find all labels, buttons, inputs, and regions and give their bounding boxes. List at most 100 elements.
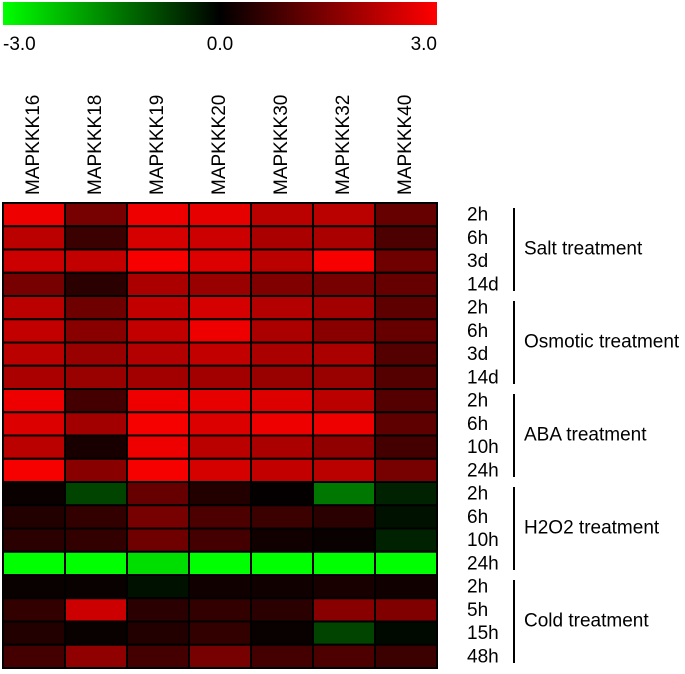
heatmap-cell (374, 341, 438, 367)
heatmap-cell (126, 574, 190, 600)
column-label: MAPKKK20 (209, 95, 230, 195)
heatmap-cell (2, 527, 66, 553)
heatmap-cell (312, 341, 376, 367)
heatmap-cell (126, 597, 190, 623)
heatmap-cell (312, 225, 376, 251)
heatmap-border (2, 202, 438, 669)
heatmap-cell (374, 411, 438, 437)
heatmap-cell (188, 643, 252, 669)
row-label: 3d (467, 251, 488, 272)
heatmap-cell (2, 271, 66, 297)
heatmap-cell (64, 481, 128, 507)
heatmap-cell (188, 550, 252, 576)
column-label: MAPKKK40 (395, 95, 416, 195)
heatmap-cell (312, 434, 376, 460)
heatmap-cell (188, 202, 252, 228)
row-label: 2h (467, 484, 488, 505)
heatmap-cell (126, 388, 190, 414)
column-label: MAPKKK16 (23, 95, 44, 195)
heatmap-cell (250, 295, 314, 321)
heatmap-cell (64, 643, 128, 669)
heatmap-cell (126, 295, 190, 321)
heatmap-cell (188, 318, 252, 344)
heatmap-cell (312, 202, 376, 228)
heatmap-cell (374, 620, 438, 646)
heatmap-cell (188, 597, 252, 623)
heatmap-cell (64, 364, 128, 390)
heatmap-cell (312, 574, 376, 600)
heatmap-cell (250, 248, 314, 274)
heatmap-cell (250, 550, 314, 576)
heatmap-cell (64, 574, 128, 600)
heatmap-cell (312, 597, 376, 623)
heatmap-cell (374, 225, 438, 251)
row-label: 48h (467, 646, 499, 667)
column-label: MAPKKK19 (147, 95, 168, 195)
column-label: MAPKKK32 (333, 95, 354, 195)
heatmap-cell (250, 271, 314, 297)
heatmap-cell (64, 248, 128, 274)
group-label: H2O2 treatment (524, 518, 660, 539)
row-label: 2h (467, 391, 488, 412)
heatmap-cell (126, 271, 190, 297)
heatmap-cell (126, 411, 190, 437)
heatmap-cell (64, 318, 128, 344)
row-label: 3d (467, 344, 488, 365)
heatmap-cell (250, 457, 314, 483)
heatmap-cell (126, 341, 190, 367)
group-label: Salt treatment (524, 239, 643, 260)
group-label: Cold treatment (524, 611, 649, 632)
heatmap-cell (312, 364, 376, 390)
heatmap-cell (2, 457, 66, 483)
row-label: 2h (467, 577, 488, 598)
heatmap-cell (312, 271, 376, 297)
heatmap-cell (188, 248, 252, 274)
heatmap-cell (64, 388, 128, 414)
heatmap-cell (2, 248, 66, 274)
heatmap-cell (2, 318, 66, 344)
heatmap-cell (64, 295, 128, 321)
heatmap-cell (250, 481, 314, 507)
heatmap-cell (188, 574, 252, 600)
row-label: 10h (467, 437, 499, 458)
color-tick-label: -3.0 (3, 34, 36, 55)
row-label: 24h (467, 553, 499, 574)
heatmap-cell (2, 411, 66, 437)
heatmap-cell (374, 457, 438, 483)
group-label: ABA treatment (524, 425, 647, 446)
heatmap-cell (250, 225, 314, 251)
heatmap-cell (126, 643, 190, 669)
heatmap-cell (188, 271, 252, 297)
heatmap-cell (250, 597, 314, 623)
heatmap-cell (64, 597, 128, 623)
heatmap-cell (64, 434, 128, 460)
heatmap-cell (374, 248, 438, 274)
heatmap-cell (126, 504, 190, 530)
heatmap-cell (312, 248, 376, 274)
heatmap-cell (64, 457, 128, 483)
heatmap-cell (250, 411, 314, 437)
color-tick-label: 0.0 (207, 34, 233, 55)
heatmap-cell (188, 341, 252, 367)
heatmap-cell (126, 318, 190, 344)
heatmap-cell (2, 225, 66, 251)
heatmap-cell (250, 643, 314, 669)
heatmap-cell (374, 271, 438, 297)
heatmap-cell (188, 504, 252, 530)
heatmap-cell (312, 504, 376, 530)
heatmap-cell (188, 620, 252, 646)
heatmap-cell (126, 457, 190, 483)
heatmap-cell (188, 481, 252, 507)
heatmap-cell (2, 202, 66, 228)
heatmap-cell (64, 225, 128, 251)
heatmap-cell (250, 318, 314, 344)
heatmap-cell (188, 364, 252, 390)
heatmap-cell (188, 295, 252, 321)
heatmap-cell (64, 411, 128, 437)
heatmap-cell (374, 318, 438, 344)
heatmap-cell (188, 388, 252, 414)
heatmap-cell (374, 295, 438, 321)
heatmap-cell (250, 504, 314, 530)
row-label: 2h (467, 298, 488, 319)
